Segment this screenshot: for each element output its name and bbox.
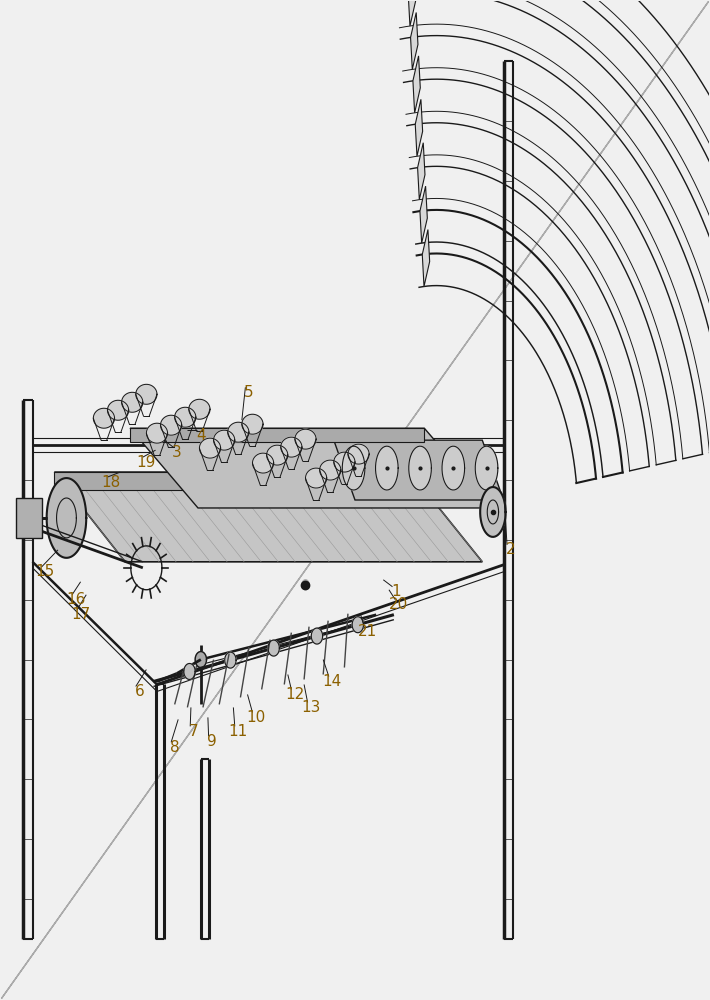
Text: 15: 15 <box>36 564 55 579</box>
Polygon shape <box>130 428 425 442</box>
Polygon shape <box>305 468 327 488</box>
Text: 21: 21 <box>358 624 377 639</box>
Polygon shape <box>348 444 369 464</box>
Polygon shape <box>311 628 322 644</box>
Polygon shape <box>413 56 420 113</box>
Polygon shape <box>420 186 427 243</box>
Polygon shape <box>146 423 168 443</box>
Polygon shape <box>334 452 355 472</box>
Polygon shape <box>16 498 43 538</box>
Polygon shape <box>442 446 464 490</box>
Polygon shape <box>184 663 195 679</box>
Text: 14: 14 <box>323 674 342 689</box>
Text: 13: 13 <box>302 700 321 715</box>
Polygon shape <box>225 652 236 668</box>
Polygon shape <box>376 446 398 490</box>
Polygon shape <box>93 408 114 428</box>
Text: 2: 2 <box>506 542 515 557</box>
Text: 18: 18 <box>102 475 121 490</box>
Polygon shape <box>253 453 273 473</box>
Text: 4: 4 <box>196 428 206 443</box>
Polygon shape <box>175 407 196 427</box>
Text: 10: 10 <box>246 710 266 725</box>
Text: 19: 19 <box>137 455 156 470</box>
Polygon shape <box>334 440 503 500</box>
Polygon shape <box>214 430 235 450</box>
Polygon shape <box>160 415 182 435</box>
Polygon shape <box>107 400 129 420</box>
Polygon shape <box>342 446 365 490</box>
Polygon shape <box>130 428 493 508</box>
Polygon shape <box>268 640 279 656</box>
Polygon shape <box>410 12 418 69</box>
Polygon shape <box>408 0 415 26</box>
Text: 20: 20 <box>389 597 408 612</box>
Polygon shape <box>47 478 86 558</box>
Text: 3: 3 <box>172 445 182 460</box>
Polygon shape <box>55 472 482 562</box>
Text: 8: 8 <box>170 740 180 755</box>
Polygon shape <box>415 99 422 156</box>
Polygon shape <box>422 230 430 286</box>
Text: 9: 9 <box>207 734 217 749</box>
Polygon shape <box>228 422 249 442</box>
Polygon shape <box>267 445 288 465</box>
Polygon shape <box>189 399 210 419</box>
Polygon shape <box>55 472 410 490</box>
Polygon shape <box>417 143 425 200</box>
Polygon shape <box>136 384 157 404</box>
Polygon shape <box>195 652 207 668</box>
Polygon shape <box>320 460 341 480</box>
Polygon shape <box>200 438 221 458</box>
Polygon shape <box>242 414 263 434</box>
Polygon shape <box>302 580 309 590</box>
Polygon shape <box>475 446 498 490</box>
Text: 12: 12 <box>285 687 305 702</box>
Text: 6: 6 <box>134 684 144 699</box>
Polygon shape <box>352 617 364 633</box>
Polygon shape <box>280 437 302 457</box>
Polygon shape <box>480 487 506 537</box>
Text: 5: 5 <box>244 385 253 400</box>
Text: 11: 11 <box>229 724 248 739</box>
Text: 16: 16 <box>66 592 85 607</box>
Polygon shape <box>121 392 143 412</box>
Polygon shape <box>409 446 432 490</box>
Polygon shape <box>295 429 316 449</box>
Text: 7: 7 <box>189 724 199 739</box>
Text: 17: 17 <box>71 607 90 622</box>
Text: 1: 1 <box>391 584 401 599</box>
